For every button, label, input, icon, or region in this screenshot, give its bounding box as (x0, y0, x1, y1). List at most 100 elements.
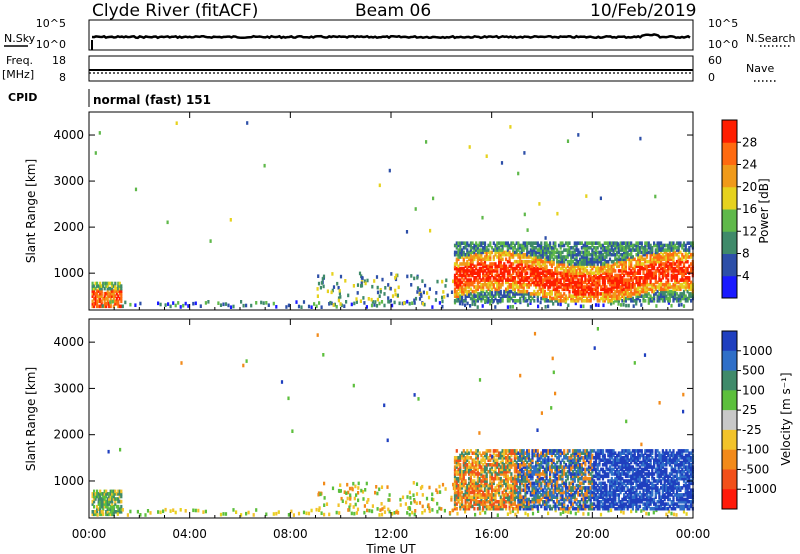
scatter-cell (586, 250, 589, 255)
scatter-cell (549, 476, 552, 481)
scatter-cell (628, 296, 631, 301)
scatter-cell (471, 250, 474, 255)
scatter-cell (487, 255, 490, 259)
scatter-cell (245, 303, 248, 308)
scatter-cell (630, 292, 633, 296)
scatter-cell (665, 276, 668, 280)
scatter-cell (644, 252, 647, 257)
scatter-cell (490, 271, 494, 275)
scatter-cell (508, 299, 511, 303)
scatter-cell (501, 241, 504, 245)
scatter-cell (508, 467, 511, 472)
scatter-cell (506, 495, 509, 499)
scatter-cell (640, 276, 643, 280)
scatter-cell (114, 497, 117, 501)
scatter-cell (607, 266, 610, 271)
scatter-cell (515, 248, 518, 252)
scatter-cell (490, 502, 494, 506)
scatter-cell (487, 273, 490, 278)
scatter-cell (651, 259, 654, 264)
scatter-cell (117, 286, 120, 291)
scatter-cell (561, 479, 564, 483)
scatter-cell (531, 257, 534, 262)
scatter-cell (612, 280, 615, 285)
scatter-cell (554, 292, 557, 296)
scatter-cell (531, 246, 534, 250)
scatter-cell (510, 476, 513, 481)
scatter-cell (579, 250, 582, 255)
scatter-cell (594, 250, 598, 255)
scatter-cell (496, 504, 499, 509)
scatter-cell (515, 264, 518, 269)
scatter-cell (549, 490, 552, 495)
scatter-cell (688, 294, 691, 298)
scatter-cell (570, 259, 573, 264)
scatter-cell (568, 278, 571, 282)
scatter-cell (482, 458, 485, 462)
scatter-cell (436, 490, 439, 495)
scatter-cell (644, 250, 647, 255)
scatter-cell (596, 465, 599, 469)
scatter-cell (461, 299, 464, 303)
scatter-cell (167, 302, 170, 306)
scatter-cell (536, 280, 539, 285)
scatter-cell (536, 463, 539, 467)
scatter-cell (517, 241, 520, 245)
scatter-cell (684, 243, 687, 248)
scatter-cell (535, 460, 538, 465)
scatter-cell (522, 296, 525, 301)
scatter-cell (471, 460, 474, 465)
scatter-cell (300, 305, 303, 309)
scatter-cell (561, 476, 564, 481)
scatter-cell (464, 280, 467, 285)
scatter-cell (117, 294, 120, 298)
scatter-cell (513, 465, 516, 469)
scatter-cell (586, 259, 589, 264)
scatter-cell (649, 250, 652, 255)
scatter-cell (580, 257, 583, 262)
scatter-cell (489, 257, 492, 262)
scatter-cell (554, 453, 557, 458)
scatter-cell (466, 294, 469, 298)
scatter-cell (593, 294, 596, 298)
scatter-cell (533, 453, 536, 458)
scatter-cell (478, 506, 481, 511)
scatter-cell (630, 259, 633, 264)
scatter-cell (540, 248, 543, 252)
scatter-cell (501, 502, 504, 506)
scatter-cell (483, 488, 487, 492)
scatter-cell (478, 255, 481, 259)
scatter-cell (654, 278, 657, 282)
scatter-cell (594, 481, 598, 486)
scatter-cell (594, 453, 598, 458)
scatter-cell (591, 502, 594, 506)
scatter-cell (640, 257, 643, 262)
scatter-cell (505, 493, 508, 497)
scatter-cell (536, 506, 539, 511)
scatter-cell (157, 510, 160, 514)
scatter-cell (461, 273, 464, 278)
scatter-cell (688, 248, 691, 252)
scatter-cell (594, 294, 598, 298)
scatter-cell (552, 278, 555, 282)
scatter-cell (106, 291, 109, 296)
scatter-cell (554, 287, 557, 292)
scatter-cell (136, 509, 139, 514)
scatter-cell (506, 289, 509, 294)
scatter-cell (475, 289, 478, 294)
scatter-cell (594, 456, 598, 460)
scatter-cell (682, 255, 686, 259)
scatter-cell (564, 296, 568, 301)
scatter-cell (593, 278, 596, 282)
scatter-cell (527, 488, 531, 492)
scatter-cell (672, 259, 675, 264)
scatter-cell (490, 486, 494, 490)
scatter-cell (464, 460, 467, 465)
scatter-cell (501, 500, 504, 504)
scatter-cell (638, 250, 642, 255)
scatter-cell (549, 252, 552, 257)
scatter-cell (483, 465, 487, 469)
scatter-cell (536, 266, 539, 271)
scatter-cell (654, 276, 657, 280)
scatter-cell (459, 467, 462, 472)
